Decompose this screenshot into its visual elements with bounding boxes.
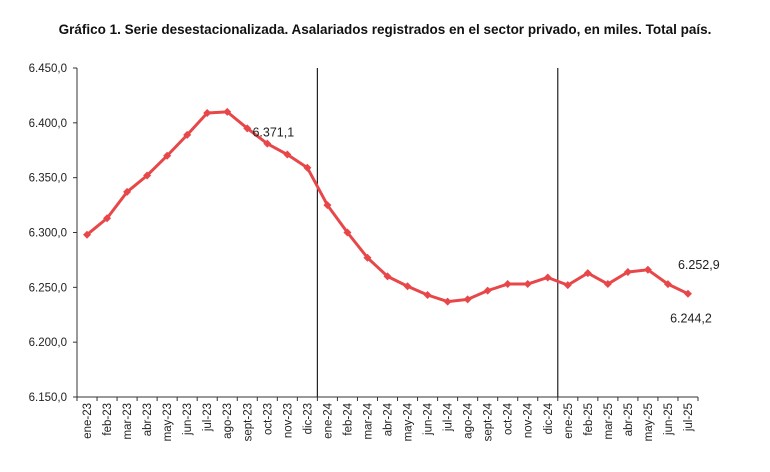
data-point [443,297,452,306]
data-point [683,289,692,298]
x-tick-label: may-25 [643,403,655,441]
x-tick-label: ene-23 [82,403,94,439]
x-tick-label: mar-24 [362,402,374,439]
chart-title: Gráfico 1. Serie desestacionalizada. Asa… [58,22,712,37]
x-tick-label: mar-25 [603,403,615,439]
y-tick-label: 6.150,0 [29,392,67,404]
x-axis-labels: ene-23 feb-23 mar-23 abr-23 may-23 jun-23 jul-… [82,402,695,441]
data-labels: 6.371,1 6.252,9 6.244,2 [252,126,719,326]
data-point [223,107,232,116]
x-tick-label: ene-25 [563,403,575,439]
period-dividers [316,68,559,397]
data-label: 6.244,2 [670,312,712,326]
x-tick-label: oct-24 [503,402,515,435]
data-point [343,228,352,237]
y-tick-label: 6.300,0 [29,228,67,240]
x-tick-label: jun-24 [423,402,435,436]
data-point [323,201,332,210]
x-tick-label: feb-24 [342,402,354,435]
data-point [103,214,112,223]
y-axis-labels: 6.150,0 6.200,0 6.250,0 6.300,0 6.350,0 6.400… [29,63,67,404]
data-point [263,139,272,148]
data-point [143,171,152,180]
x-tick-label: ago-24 [463,402,475,438]
data-point [123,187,132,196]
y-tick-label: 6.250,0 [29,282,67,294]
data-point [503,280,512,289]
data-point [523,280,532,289]
y-tick-label: 6.400,0 [29,118,67,130]
data-point [483,286,492,295]
x-tick-label: mar-23 [122,403,134,439]
x-tick-label: may-23 [162,403,174,441]
x-tick-label: abr-25 [623,403,635,436]
y-tick-label: 6.350,0 [29,173,67,185]
x-tick-label: nov-23 [282,403,294,438]
x-tick-label: jun-25 [663,403,675,436]
data-point [303,163,312,172]
x-tick-label: sept-23 [242,403,254,441]
x-tick-label: abr-24 [383,402,395,436]
data-point [363,253,372,262]
data-point [543,273,552,282]
data-point [603,280,612,289]
x-tick-label: dic-23 [302,403,314,434]
data-point [463,295,472,304]
x-tick-label: jul-23 [202,403,214,432]
x-tick-label: jul-24 [443,402,455,432]
data-label: 6.252,9 [678,258,720,272]
x-tick-label: nov-24 [523,402,535,438]
data-point [163,151,172,160]
y-tick-label: 6.200,0 [29,337,67,349]
data-point [583,269,592,278]
x-tick-label: may-24 [403,402,415,441]
x-tick-label: sept-24 [483,402,495,441]
x-tick-label: jun-23 [182,403,194,436]
data-label: 6.371,1 [252,126,294,140]
data-point [403,282,412,291]
data-point [663,280,672,289]
data-point [183,130,192,139]
x-tick-label: feb-23 [102,403,114,436]
series [83,107,692,306]
data-point [563,281,572,290]
x-tick-label: feb-25 [583,403,595,436]
x-tick-label: dic-24 [543,402,555,434]
x-tick-label: oct-23 [262,403,274,435]
x-tick-label: ago-23 [222,403,234,439]
y-tick-label: 6.450,0 [29,63,67,75]
data-point [283,150,292,159]
data-point [83,230,92,239]
data-point [423,291,432,300]
data-point [643,265,652,274]
data-point [203,108,212,117]
x-tick-label: abr-23 [142,403,154,436]
data-point [623,267,632,276]
data-point [243,124,252,133]
data-point [383,272,392,281]
x-tick-label: ene-24 [322,402,334,438]
axes [73,67,699,401]
x-tick-label: jul-25 [683,403,695,432]
